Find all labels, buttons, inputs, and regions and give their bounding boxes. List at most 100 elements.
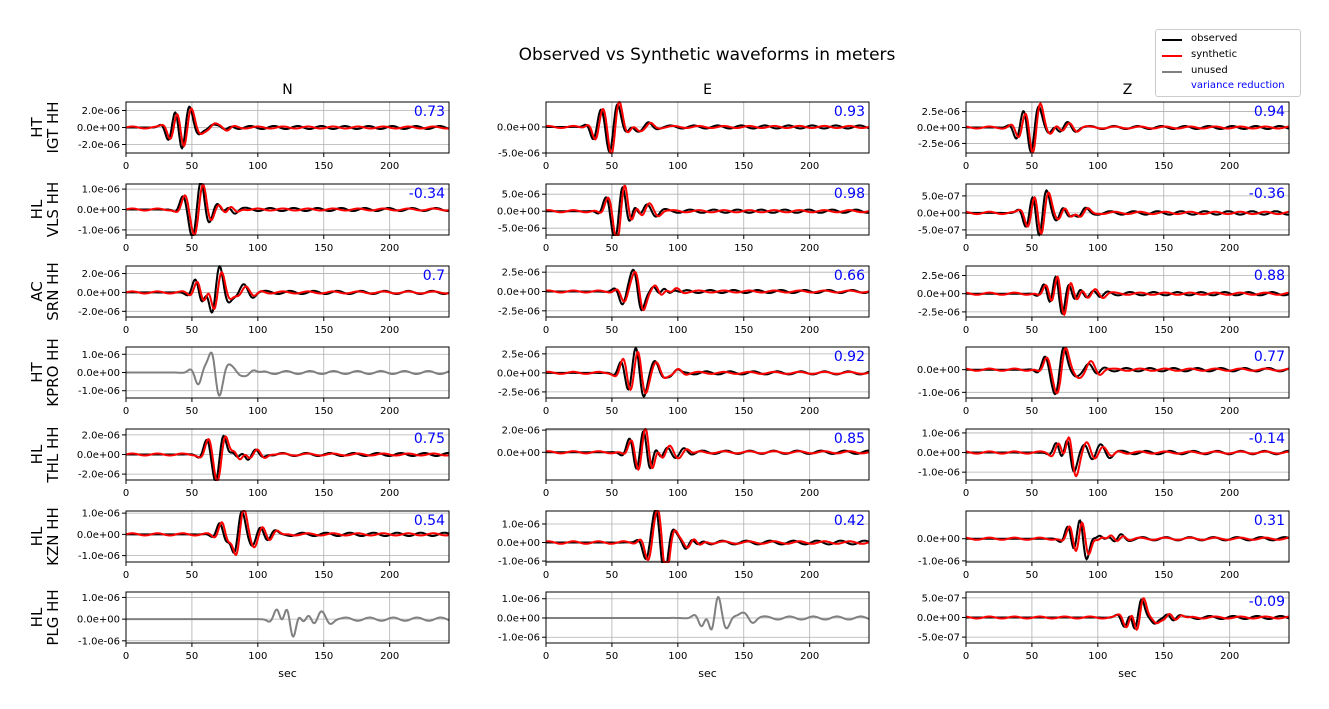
x-tick-label: 50 <box>606 161 619 172</box>
y-tick-label: -5.0e-06 <box>498 149 540 160</box>
variance-reduction-label: 0.75 <box>414 431 445 447</box>
y-tick-label: 0.0e+00 <box>77 288 120 299</box>
x-tick-label: 150 <box>1154 570 1173 581</box>
synthetic-trace <box>965 435 1290 478</box>
x-tick-label: 200 <box>800 406 819 417</box>
x-tick-label: 150 <box>314 406 333 417</box>
station-network-label: HT <box>28 116 46 137</box>
panel-frame <box>965 183 1290 236</box>
synthetic-trace <box>125 182 450 236</box>
synthetic-trace <box>546 270 870 312</box>
x-tick-label: 50 <box>1026 325 1039 336</box>
x-tick-label: 100 <box>248 651 267 662</box>
x-tick-label: 100 <box>1088 651 1107 662</box>
y-tick-label: -2.5e-06 <box>498 387 540 398</box>
y-tick-label: 0.0e+00 <box>917 534 960 545</box>
synthetic-trace <box>545 510 870 563</box>
x-tick-label: 200 <box>380 243 399 254</box>
panel-frame <box>545 183 870 236</box>
column-header-z: Z <box>1123 82 1133 98</box>
variance-reduction-label: 0.98 <box>834 186 865 202</box>
y-tick-label: 0.0e+00 <box>497 448 540 459</box>
x-tick-label: 0 <box>543 325 549 336</box>
variance-reduction-label: -0.36 <box>1249 186 1285 202</box>
y-tick-label: 2.5e-06 <box>922 107 960 118</box>
x-tick-label: 100 <box>1088 406 1107 417</box>
y-tick-label: -5.0e-07 <box>918 633 960 644</box>
station-name-label: PLG HH <box>44 589 62 645</box>
x-tick-label: 200 <box>1220 161 1239 172</box>
x-tick-label: 150 <box>1154 651 1173 662</box>
x-tick-label: 200 <box>380 570 399 581</box>
x-tick-label: 0 <box>123 161 129 172</box>
panel-frame <box>545 428 870 481</box>
y-tick-label: 2.0e-06 <box>82 430 120 441</box>
panel-frame <box>965 346 1290 399</box>
x-tick-label: 150 <box>734 651 753 662</box>
observed-trace <box>546 429 870 470</box>
y-tick-label: 0.0e+00 <box>77 368 120 379</box>
y-tick-label: 1.0e-06 <box>82 509 120 520</box>
x-tick-label: 150 <box>734 406 753 417</box>
x-tick-label: 0 <box>963 406 969 417</box>
y-tick-label: 0.0e+00 <box>497 122 540 133</box>
station-network-label: HL <box>28 607 46 627</box>
x-tick-label: 50 <box>606 243 619 254</box>
x-tick-label: 0 <box>543 406 549 417</box>
panel-frame <box>125 591 450 644</box>
x-tick-label: 100 <box>668 243 687 254</box>
x-tick-label: 150 <box>314 488 333 499</box>
synthetic-trace <box>545 184 870 236</box>
y-tick-label: 1.0e-06 <box>922 428 960 439</box>
unused-trace <box>126 351 450 397</box>
x-tick-label: 100 <box>248 488 267 499</box>
synthetic-trace <box>125 510 450 556</box>
x-tick-label: 0 <box>963 488 969 499</box>
x-tick-label: 150 <box>734 161 753 172</box>
variance-reduction-label: -0.34 <box>409 186 445 202</box>
x-tick-label: 100 <box>668 161 687 172</box>
x-tick-label: 100 <box>1088 488 1107 499</box>
y-tick-label: 0.0e+00 <box>77 205 120 216</box>
column-header-n: N <box>282 82 292 98</box>
x-tick-label: 150 <box>1154 243 1173 254</box>
y-tick-label: 0.0e+00 <box>497 538 540 549</box>
y-tick-label: 0.0e+00 <box>77 123 120 134</box>
observed-trace <box>126 434 449 481</box>
y-tick-label: -2.0e-06 <box>78 140 120 151</box>
x-tick-label: 50 <box>186 161 199 172</box>
x-tick-label: 50 <box>1026 243 1039 254</box>
unused-trace <box>546 595 870 631</box>
legend-label-observed: observed <box>1191 33 1238 44</box>
x-tick-label: 0 <box>123 325 129 336</box>
variance-reduction-label: 0.92 <box>834 349 865 365</box>
x-tick-label: 0 <box>543 570 549 581</box>
y-tick-label: -2.5e-06 <box>918 139 960 150</box>
x-axis-label: sec <box>278 667 297 680</box>
y-tick-label: -5.0e-07 <box>918 225 960 236</box>
y-tick-label: 2.0e-06 <box>82 269 120 280</box>
x-tick-label: 0 <box>963 651 969 662</box>
x-tick-label: 0 <box>123 243 129 254</box>
panel-frame <box>125 265 450 318</box>
x-tick-label: 0 <box>963 161 969 172</box>
x-tick-label: 200 <box>380 325 399 336</box>
x-tick-label: 0 <box>123 488 129 499</box>
panel-frame <box>965 510 1290 563</box>
x-tick-label: 100 <box>1088 325 1107 336</box>
x-tick-label: 100 <box>668 325 687 336</box>
x-tick-label: 150 <box>1154 325 1173 336</box>
chart-title: Observed vs Synthetic waveforms in meter… <box>519 45 896 65</box>
y-tick-label: 0.0e+00 <box>917 365 960 376</box>
x-tick-label: 50 <box>606 570 619 581</box>
y-tick-label: 1.0e-06 <box>82 593 120 604</box>
station-name-label: THL HH <box>44 426 62 483</box>
y-tick-label: -1.0e-06 <box>78 386 120 397</box>
x-tick-label: 0 <box>543 651 549 662</box>
y-tick-label: -1.0e-06 <box>78 225 120 236</box>
y-tick-label: 1.0e-06 <box>82 350 120 361</box>
observed-trace <box>966 439 1289 473</box>
y-tick-label: -1.0e-06 <box>918 388 960 399</box>
synthetic-trace <box>965 521 1290 556</box>
